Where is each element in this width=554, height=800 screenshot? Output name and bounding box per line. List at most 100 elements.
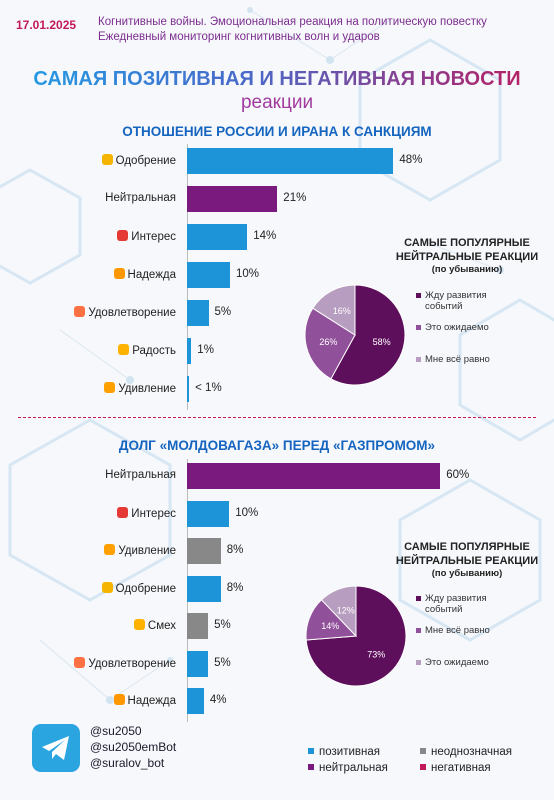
- bar-category-text: Радость: [132, 345, 176, 357]
- pie-slice-label: 14%: [321, 621, 339, 631]
- bar: [187, 688, 204, 714]
- pie-legend-1: Жду развития событий Это ожидаемо Мне всё …: [416, 290, 545, 380]
- reaction-emoji-icon: [104, 382, 116, 393]
- bar: [187, 148, 394, 174]
- bar: [187, 376, 190, 402]
- bar-category-text: Удивление: [118, 545, 176, 557]
- pie-title-block-1: САМЫЕ ПОПУЛЯРНЫЕ НЕЙТРАЛЬНЫЕ РЕАКЦИИ (по…: [382, 236, 552, 275]
- bar: [187, 338, 192, 364]
- contact-link[interactable]: @su2050: [90, 724, 142, 738]
- telegram-icon[interactable]: [32, 724, 80, 772]
- legend-label-positive: позитивная: [319, 746, 380, 758]
- pie-slice-label: 58%: [373, 337, 391, 347]
- bar-chart-moldovagaz: Нейтральная 60% Интерес 10% Удивление 8% Одобр…: [6, 459, 470, 722]
- section-title-moldovagaz: ДОЛГ «МОЛДОВАГАЗА» ПЕРЕД «ГАЗПРОМОМ»: [118, 438, 436, 453]
- pie-subtitle-2: (по убыванию): [431, 568, 503, 579]
- legend-negative: негативная: [420, 762, 491, 774]
- pie-slice: [312, 284, 356, 336]
- bar: [187, 613, 209, 639]
- bar-category-label: Интерес: [6, 506, 176, 520]
- bar-value-label: 8%: [226, 581, 244, 594]
- bar-category-label: Удивление: [6, 382, 176, 395]
- pie-legend-item: Жду развития событий: [416, 593, 520, 615]
- pie-legend-label: Мне всё равно: [425, 625, 490, 636]
- pie-legend-swatch: [416, 628, 421, 633]
- legend-label-neutral: нейтральная: [319, 762, 388, 774]
- bar: [187, 538, 221, 564]
- bar-value-label: 48%: [399, 154, 423, 166]
- reaction-emoji-icon: [104, 544, 116, 555]
- bar: [187, 262, 230, 288]
- legend-positive: позитивная: [308, 746, 380, 758]
- pie-legend-label: Жду развития событий: [425, 593, 487, 615]
- bar: [187, 650, 209, 677]
- reaction-emoji-icon: [118, 344, 130, 355]
- reaction-emoji-icon: [133, 619, 145, 630]
- reaction-emoji-icon: [74, 306, 86, 317]
- pie-legend-2: Жду развития событий Мне всё равно Это ожи…: [416, 593, 545, 683]
- pie-legend-swatch: [416, 293, 421, 298]
- bar-category-text: Нейтральная: [105, 192, 176, 204]
- pie-legend-label: Это ожидаемо: [425, 322, 489, 333]
- pie-slice-label: 16%: [333, 306, 351, 316]
- pie-title-block-2: САМЫЕ ПОПУЛЯРНЫЕ НЕЙТРАЛЬНЫЕ РЕАКЦИИ (по…: [382, 540, 552, 579]
- legend-label-negative: негативная: [431, 762, 491, 774]
- bar-chart-sanctions: Одобрение 48% Нейтральная 21% Интерес 14% Наде…: [6, 144, 423, 410]
- bar-category-label: Нейтральная: [6, 192, 176, 204]
- bar-value-label: 5%: [214, 619, 231, 631]
- bar-category-label: Надежда: [6, 268, 176, 281]
- bar-category-text: Одобрение: [115, 582, 176, 595]
- reaction-emoji-icon: [101, 581, 113, 593]
- pie-slice-label: 26%: [319, 337, 337, 347]
- pie-legend-item: Мне всё равно: [416, 354, 520, 365]
- bar-category-text: Одобрение: [115, 155, 176, 167]
- pie-chart-moldovagaz: 73% 14% 12%: [305, 585, 407, 687]
- reaction-emoji-icon: [117, 506, 129, 518]
- legend-swatch-neutral: [308, 764, 314, 770]
- bar-category-label: Надежда: [6, 694, 176, 707]
- bar-value-label: 60%: [446, 469, 470, 481]
- pie-legend-item: Жду развития событий: [416, 290, 520, 312]
- pie-slice-label: 12%: [337, 605, 355, 615]
- bar-category-label: Нейтральная: [6, 469, 176, 481]
- pie-subtitle-1: (по убыванию): [431, 264, 503, 275]
- legend-label-ambiguous: неоднозначная: [431, 746, 512, 758]
- contact-link[interactable]: @suralov_bot: [90, 756, 165, 770]
- pie-legend-item: Это ожидаемо: [416, 322, 520, 333]
- pie-legend-swatch: [416, 660, 421, 665]
- page-title: САМАЯ ПОЗИТИВНАЯ И НЕГАТИВНАЯ НОВОСТИ: [0, 68, 554, 91]
- bar-category-text: Интерес: [131, 231, 176, 243]
- reaction-emoji-icon: [101, 154, 113, 165]
- header-line-2: Ежедневный мониторинг когнитивных волн и…: [98, 31, 380, 43]
- reaction-emoji-icon: [113, 694, 125, 705]
- reaction-emoji-icon: [74, 656, 86, 668]
- bar-category-label: Интерес: [6, 230, 176, 243]
- section-title-sanctions: ОТНОШЕНИЕ РОССИИ И ИРАНА К САНКЦИЯМ: [122, 124, 432, 139]
- pie-legend-swatch: [416, 325, 421, 330]
- reaction-emoji-icon: [117, 230, 129, 241]
- pie-slice-label: 73%: [367, 650, 385, 660]
- bar-value-label: 1%: [197, 344, 214, 356]
- section-divider: [18, 417, 536, 418]
- bar-value-label: 10%: [235, 506, 259, 519]
- reaction-emoji-icon: [113, 268, 125, 279]
- legend-neutral: нейтральная: [308, 762, 388, 774]
- bar-value-label: 14%: [253, 230, 277, 242]
- bar-value-label: 10%: [236, 268, 260, 280]
- header-line-1: Когнитивные войны. Эмоциональная реакция…: [98, 16, 487, 28]
- bar-category-label: Одобрение: [6, 154, 176, 167]
- pie-chart-sanctions: 58% 26% 16%: [304, 284, 406, 386]
- bar-value-label: 5%: [214, 306, 232, 318]
- bar-category-text: Удивление: [118, 383, 176, 395]
- contact-link[interactable]: @su2050emBot: [90, 740, 177, 754]
- report-date: 17.01.2025: [16, 18, 77, 32]
- contact-list: @su2050 @su2050emBot @suralov_bot: [90, 723, 176, 771]
- bar-category-label: Удивление: [6, 544, 176, 557]
- pie-title-1: САМЫЕ ПОПУЛЯРНЫЕ НЕЙТРАЛЬНЫЕ РЕАКЦИИ: [395, 237, 539, 263]
- bar-category-text: Удовлетворение: [88, 657, 176, 670]
- bar-value-label: 4%: [209, 694, 227, 706]
- bar-category-label: Радость: [6, 344, 176, 357]
- pie-legend-item: Это ожидаемо: [416, 657, 520, 668]
- bar-value-label: < 1%: [195, 382, 222, 394]
- bar: [187, 500, 230, 527]
